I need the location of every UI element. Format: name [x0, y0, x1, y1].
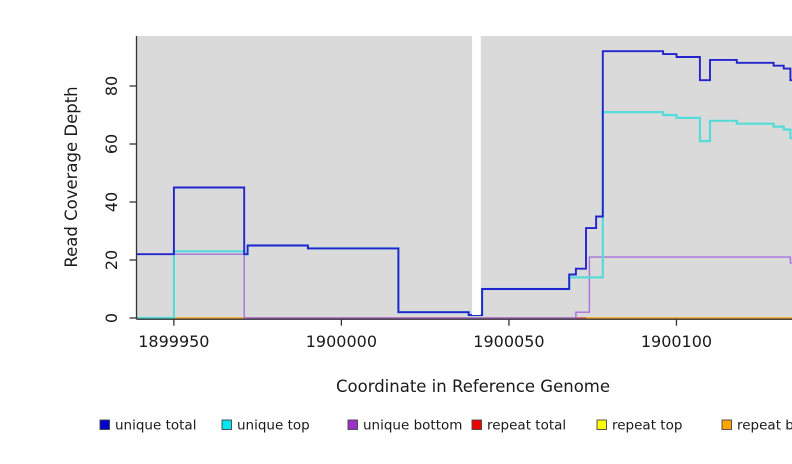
legend-swatch-unique-total [99, 419, 110, 430]
legend-label-unique-bottom: unique bottom [363, 418, 462, 434]
legend-swatch-unique-top [221, 419, 232, 430]
y-tick-label: 20 [102, 250, 121, 270]
legend-swatch-unique-bottom [347, 419, 358, 430]
legend-swatch-repeat-total [471, 419, 482, 430]
x-tick-label: 1900050 [473, 332, 544, 351]
plot-panel [137, 36, 792, 320]
legend-item-repeat-bottom: repeat bottom [721, 418, 792, 434]
series-lines [137, 50, 792, 320]
y-tick-label: 40 [102, 192, 121, 212]
legend-item-unique-bottom: unique bottom [347, 418, 462, 434]
line-unique-bottom [137, 253, 792, 319]
legend-label-repeat-top: repeat top [612, 418, 682, 434]
x-tick-label: 1900000 [306, 332, 377, 351]
coverage-plot-figure: 0 20 40 60 80 1899950 1900000 1900050 1900100 Co… [40, 16, 792, 448]
gap-band-rect [472, 36, 481, 315]
no-data-gap-band [472, 36, 481, 315]
x-axis-title: Coordinate in Reference Genome [336, 377, 610, 396]
y-tick-label: 80 [102, 76, 121, 96]
legend: unique total unique top unique bottom repea… [99, 418, 792, 434]
x-tick-label: 1900100 [641, 332, 712, 351]
line-unique-total [137, 50, 792, 317]
y-tick-label: 60 [102, 134, 121, 154]
legend-item-repeat-total: repeat total [471, 418, 566, 434]
legend-swatch-repeat-bottom [721, 419, 732, 430]
panel-background [137, 36, 792, 320]
legend-label-repeat-total: repeat total [487, 418, 566, 434]
legend-label-unique-total: unique total [115, 418, 196, 434]
y-tick-label: 0 [102, 313, 121, 323]
y-axis-title: Read Coverage Depth [62, 86, 81, 267]
legend-item-repeat-top: repeat top [596, 418, 682, 434]
x-tick-label: 1899950 [138, 332, 209, 351]
legend-item-unique-total: unique total [99, 418, 196, 434]
legend-label-unique-top: unique top [237, 418, 310, 434]
legend-swatch-repeat-top [596, 419, 607, 430]
coverage-chart-svg: 0 20 40 60 80 1899950 1900000 1900050 1900100 Co… [62, 36, 792, 434]
legend-item-unique-top: unique top [221, 418, 310, 434]
legend-label-repeat-bottom: repeat bottom [737, 418, 792, 434]
axes: 0 20 40 60 80 1899950 1900000 1900050 1900100 [102, 36, 792, 351]
